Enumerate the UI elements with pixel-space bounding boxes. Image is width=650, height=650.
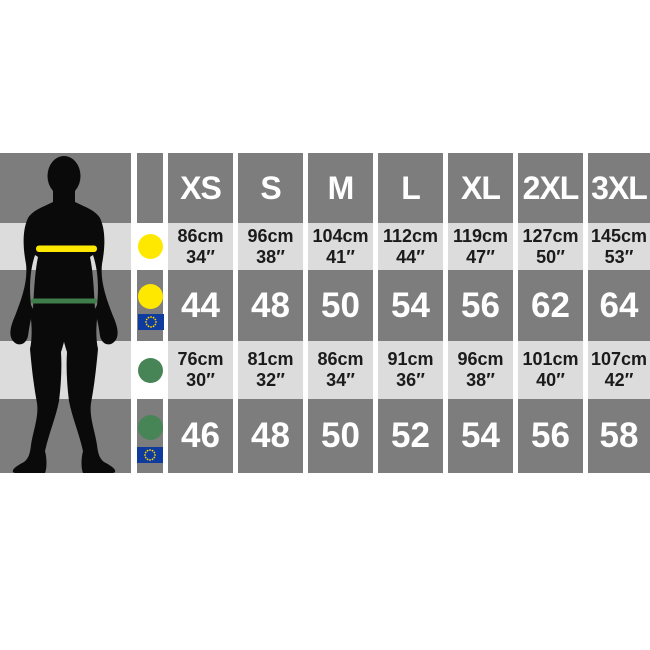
waist-cm-value: 107cm (590, 349, 648, 369)
chest-cell-l: 112cm 44″ (378, 223, 443, 270)
waist-in-value: 30″ (186, 370, 215, 390)
chest-cm-value: 96cm (247, 225, 294, 246)
chest-eu-marker-yellow-dot-icon (138, 284, 163, 309)
chest-marker-yellow-dot-icon (138, 234, 163, 259)
waist-eu-marker-green-dot-icon (138, 415, 163, 440)
waist-cell-xs: 76cm 30″ (168, 341, 233, 399)
waist-in-value: 34″ (326, 370, 355, 390)
silhouette-band-waist (0, 341, 131, 399)
waist-cm-value: 96cm (457, 349, 504, 369)
chest-eu-cell-xs: 44 (168, 270, 233, 341)
chest-cm-value: 119cm (452, 225, 509, 246)
size-header-xl: XL (448, 153, 513, 223)
chest-in-value: 34″ (186, 246, 215, 267)
chest-eu-cell-xl: 56 (448, 270, 513, 341)
chest-cell-xl: 119cm 47″ (448, 223, 513, 270)
waist-cm-value: 101cm (522, 349, 579, 369)
waist-in-value: 36″ (396, 370, 425, 390)
chest-cell-3xl: 145cm 53″ (588, 223, 650, 270)
waist-cell-m: 86cm 34″ (308, 341, 373, 399)
waist-eu-cell-l: 52 (378, 399, 443, 473)
chest-cell-xs: 86cm 34″ (168, 223, 233, 270)
chest-eu-cell-3xl: 64 (588, 270, 650, 341)
waist-eu-cell-xl: 54 (448, 399, 513, 473)
size-header-l: L (378, 153, 443, 223)
silhouette-body (10, 189, 118, 473)
chest-in-value: 47″ (466, 246, 495, 267)
size-header-s: S (238, 153, 303, 223)
waist-in-value: 40″ (536, 370, 565, 390)
chest-eu-cell-2xl: 62 (518, 270, 583, 341)
waist-in-value: 32″ (256, 370, 285, 390)
waist-eu-cell-2xl: 56 (518, 399, 583, 473)
chest-measure-line (36, 245, 97, 252)
size-header-2xl: 2XL (518, 153, 583, 223)
chest-in-value: 38″ (256, 246, 285, 267)
chest-eu-cell-m: 50 (308, 270, 373, 341)
waist-cell-s: 81cm 32″ (238, 341, 303, 399)
chest-in-value: 53″ (604, 246, 634, 267)
waist-measure-line (31, 298, 97, 304)
waist-cell-2xl: 101cm 40″ (518, 341, 583, 399)
waist-cell-l: 91cm 36″ (378, 341, 443, 399)
waist-in-value: 42″ (604, 370, 634, 390)
icon-column-header-cell (137, 153, 163, 223)
chest-in-value: 50″ (536, 246, 565, 267)
waist-eu-cell-xs: 46 (168, 399, 233, 473)
waist-eu-cell-3xl: 58 (588, 399, 650, 473)
chest-cm-value: 127cm (522, 225, 579, 246)
waist-cm-value: 86cm (317, 349, 364, 369)
eu-flag-icon (138, 314, 164, 330)
chest-cell-2xl: 127cm 50″ (518, 223, 583, 270)
chest-eu-cell-s: 48 (238, 270, 303, 341)
waist-cell-3xl: 107cm 42″ (588, 341, 650, 399)
chest-cm-value: 86cm (177, 225, 224, 246)
waist-cell-xl: 96cm 38″ (448, 341, 513, 399)
waist-cm-value: 91cm (387, 349, 434, 369)
chest-cm-value: 112cm (382, 225, 439, 246)
silhouette-band-waist-eu (0, 399, 131, 473)
waist-cm-value: 76cm (177, 349, 224, 369)
chest-cm-value: 104cm (312, 225, 369, 246)
chest-in-value: 41″ (326, 246, 355, 267)
eu-flag-icon (137, 447, 163, 463)
male-silhouette (10, 156, 118, 473)
chest-eu-cell-l: 54 (378, 270, 443, 341)
chest-in-value: 44″ (396, 246, 425, 267)
size-header-m: M (308, 153, 373, 223)
waist-eu-cell-m: 50 (308, 399, 373, 473)
waist-cm-value: 81cm (247, 349, 294, 369)
chest-cell-s: 96cm 38″ (238, 223, 303, 270)
chest-cell-m: 104cm 41″ (308, 223, 373, 270)
waist-in-value: 38″ (466, 370, 495, 390)
size-header-3xl: 3XL (588, 153, 650, 223)
size-header-xs: XS (168, 153, 233, 223)
chest-cm-value: 145cm (590, 225, 648, 246)
waist-eu-cell-s: 48 (238, 399, 303, 473)
waist-marker-green-dot-icon (138, 358, 163, 383)
